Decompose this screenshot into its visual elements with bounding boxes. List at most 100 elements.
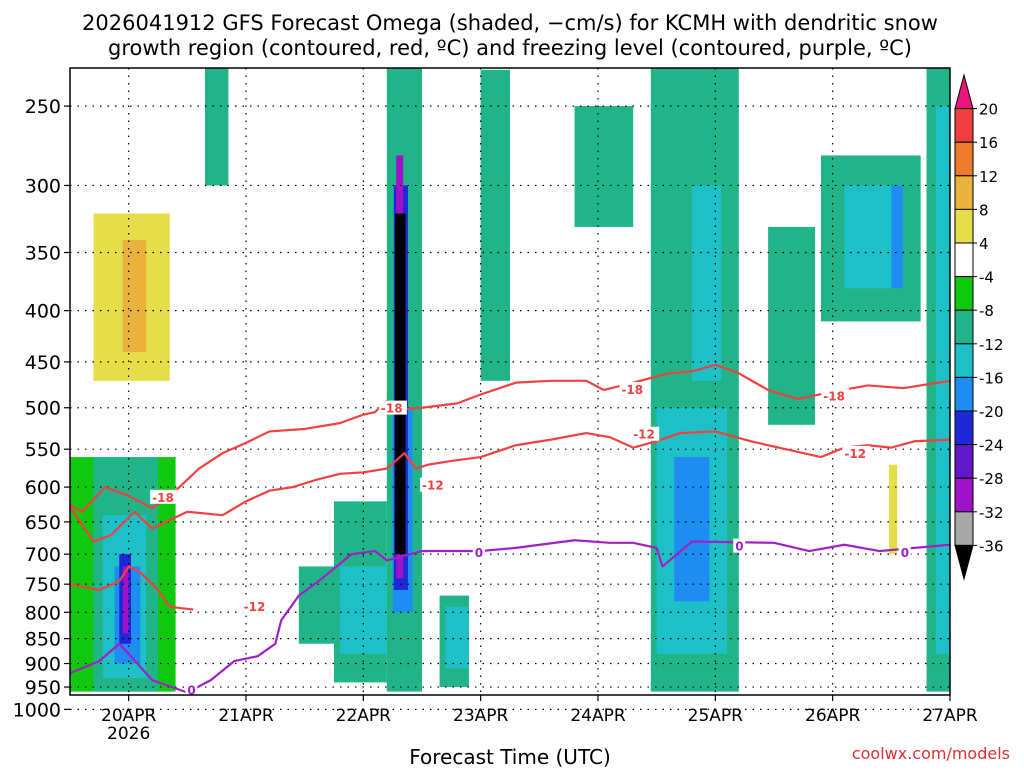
omega-region (826, 521, 839, 613)
y-tick-label: 650 (25, 512, 61, 534)
contour-label: -12 (844, 447, 866, 461)
y-tick-label: 700 (25, 544, 61, 566)
omega-region (888, 464, 898, 555)
colorbar-label: 12 (979, 168, 998, 186)
contour-line (69, 565, 194, 611)
colorbar-swatch (954, 208, 974, 244)
y-tick-label: 350 (25, 243, 61, 265)
colorbar-label: -4 (979, 269, 994, 287)
source-credit: coolwx.com/models (852, 744, 1010, 763)
y-tick-label: 900 (25, 654, 61, 676)
omega-region (768, 226, 816, 425)
contour-label-bg (898, 544, 911, 559)
colorbar-swatch (954, 108, 974, 143)
y-tick-label: 400 (25, 301, 61, 323)
temperature-contours: 0 0 0 0 -12 -12 -12 -12 -18 -18 -18 -18 (69, 363, 951, 698)
y-tick-label: 850 (25, 629, 61, 651)
contour-label: -18 (823, 389, 845, 403)
colorbar-label: -20 (979, 403, 1004, 421)
y-tick-label: 500 (25, 398, 61, 420)
contour-label: -12 (422, 479, 444, 493)
contour-label-bg (631, 426, 660, 441)
omega-region (339, 566, 387, 654)
omega-region (445, 606, 469, 669)
x-tick-label: 27APR (922, 706, 978, 726)
omega-region (395, 213, 406, 555)
omega-region (674, 457, 710, 602)
chart-title-line2: growth region (contoured, red, ºC) and f… (108, 36, 912, 60)
plot-frame (69, 67, 951, 696)
x-tick-label: 23APR (453, 706, 509, 726)
contour-label-bg (821, 388, 850, 403)
colorbar-swatch (954, 242, 974, 278)
colorbar-label: -28 (979, 470, 1004, 488)
contour-label-bg (378, 400, 407, 415)
contour-label: 0 (735, 540, 743, 554)
colorbar-swatch (954, 309, 974, 345)
colorbar-swatch (954, 343, 974, 378)
colorbar-label: -36 (979, 537, 1004, 555)
y-tick-label: 550 (25, 439, 61, 461)
contour-label-bg (472, 544, 485, 559)
contour-line (69, 430, 951, 543)
contour-label: 0 (475, 546, 483, 560)
contour-label: -18 (152, 491, 174, 505)
y-tick-label: 600 (25, 477, 61, 499)
omega-region (298, 566, 334, 644)
pressure-axis: 250 300 350 400 450 500 550 600 650 700 750 800 850 9… (13, 96, 70, 721)
omega-region (122, 239, 147, 353)
colorbar-swatch (954, 477, 974, 513)
colorbar-swatch (954, 175, 974, 210)
contour-label: 0 (187, 684, 195, 698)
omega-shading (70, 68, 950, 692)
colorbar-swatch (954, 276, 974, 311)
y-tick-label: 800 (25, 602, 61, 624)
x-tick-sublabel: 2026 (107, 724, 150, 744)
x-tick-label: 24APR (570, 706, 626, 726)
colorbar-top-arrow (954, 73, 974, 110)
omega-region (204, 68, 229, 186)
colorbar-label: -16 (979, 369, 1004, 387)
contour-label: -12 (244, 600, 266, 614)
contour-label: -18 (381, 402, 403, 416)
y-tick-label: 750 (25, 574, 61, 596)
colorbar-label: -8 (979, 302, 994, 320)
omega-region (891, 185, 904, 289)
colorbar-label: 20 (979, 101, 998, 119)
omega-region (527, 106, 537, 186)
colorbar-swatch (954, 376, 974, 412)
contour-label-bg (420, 477, 448, 492)
contour-label-bg (842, 445, 871, 460)
y-tick-label: 450 (25, 352, 61, 374)
colorbar-swatch (954, 444, 974, 479)
colorbar-label: 8 (979, 201, 989, 219)
contour-line (69, 363, 951, 513)
contour-label-bg (733, 538, 746, 553)
colorbar-swatch (954, 410, 974, 446)
chart-title-line1: 2026041912 GFS Forecast Omega (shaded, −… (82, 11, 938, 35)
x-tick-label: 22APR (336, 706, 392, 726)
omega-region (480, 69, 510, 381)
contour-line (69, 539, 951, 694)
omega-region (231, 106, 252, 381)
x-axis-title: Forecast Time (UTC) (409, 745, 611, 768)
omega-region (199, 252, 217, 522)
colorbar-label: -24 (979, 437, 1004, 455)
y-tick-label: 1000 (13, 699, 61, 721)
colorbar-label: 4 (979, 235, 989, 253)
omega-colorbar: 20 16 12 8 4 -4 -8 -12 -16 -20 -24 -28 -32 -36 (954, 73, 1004, 581)
contour-label-bg (150, 489, 179, 504)
omega-region (574, 106, 634, 227)
contour-label: -18 (621, 383, 643, 397)
omega-region (351, 69, 370, 277)
colorbar-label: -32 (979, 504, 1004, 522)
contour-label-bg (241, 598, 270, 613)
x-tick-label: 21APR (218, 706, 274, 726)
y-tick-label: 250 (25, 96, 61, 118)
omega-region (691, 185, 722, 381)
colorbar-swatch (954, 141, 974, 177)
y-tick-label: 950 (25, 677, 61, 699)
